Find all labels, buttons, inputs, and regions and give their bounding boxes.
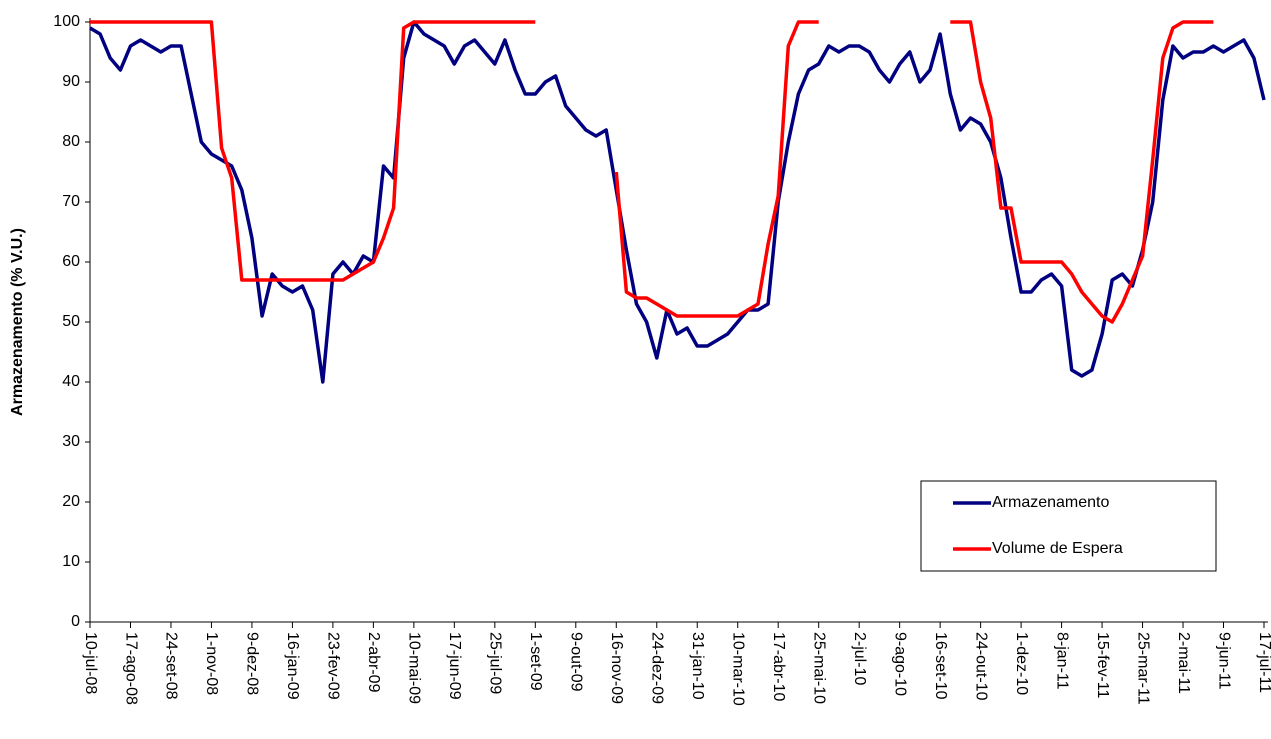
y-tick-label: 30: [62, 433, 80, 450]
x-tick-label: 9-jun-11: [1215, 632, 1232, 690]
x-tick-label: 15-fev-11: [1094, 632, 1111, 699]
legend-label: Armazenamento: [992, 494, 1109, 511]
x-tick-label: 16-nov-09: [608, 632, 625, 704]
x-tick-label: 16-jan-09: [284, 632, 301, 700]
x-tick-label: 24-out-10: [972, 632, 989, 701]
x-tick-label: 2-mai-11: [1175, 632, 1192, 694]
y-tick-label: 10: [62, 553, 80, 570]
x-tick-label: 9-out-09: [568, 632, 585, 692]
legend-label: Volume de Espera: [992, 540, 1123, 557]
x-tick-label: 8-jan-11: [1053, 632, 1070, 690]
y-tick-label: 60: [62, 253, 80, 270]
y-tick-label: 40: [62, 373, 80, 390]
x-tick-label: 9-dez-08: [244, 632, 261, 695]
x-tick-label: 31-jan-10: [689, 632, 706, 700]
x-tick-label: 2-abr-09: [365, 632, 382, 693]
y-axis-label: Armazenamento (% V.U.): [9, 228, 26, 416]
x-tick-label: 17-ago-08: [122, 632, 139, 705]
x-tick-label: 24-set-08: [163, 632, 180, 700]
x-tick-label: 10-jul-08: [82, 632, 99, 694]
y-tick-label: 0: [71, 613, 80, 630]
x-tick-label: 17-abr-10: [770, 632, 787, 701]
series-line: [90, 20, 1214, 324]
y-tick-label: 20: [62, 493, 80, 510]
x-tick-label: 1-set-09: [527, 632, 544, 691]
x-tick-label: 25-jul-09: [487, 632, 504, 694]
series-line: [89, 20, 1266, 384]
x-tick-label: 2-jul-10: [851, 632, 868, 685]
x-tick-label: 17-jul-11: [1256, 632, 1271, 693]
x-tick-label: 25-mar-11: [1134, 632, 1151, 705]
y-tick-label: 90: [62, 73, 80, 90]
x-tick-label: 1-dez-10: [1013, 632, 1030, 695]
x-tick-label: 17-jun-09: [446, 632, 463, 700]
y-tick-label: 80: [62, 133, 80, 150]
x-tick-label: 10-mar-10: [729, 632, 746, 706]
y-tick-label: 50: [62, 313, 80, 330]
y-tick-label: 100: [53, 13, 80, 30]
x-tick-label: 25-mai-10: [810, 632, 827, 704]
x-tick-label: 10-mai-09: [406, 632, 423, 704]
x-tick-label: 16-set-10: [932, 632, 949, 700]
x-tick-label: 9-ago-10: [891, 632, 908, 696]
x-tick-label: 24-dez-09: [649, 632, 666, 704]
x-tick-label: 1-nov-08: [203, 632, 220, 695]
legend-box: [920, 480, 1217, 572]
x-tick-label: 23-fev-09: [325, 632, 342, 700]
y-tick-label: 70: [62, 193, 80, 210]
